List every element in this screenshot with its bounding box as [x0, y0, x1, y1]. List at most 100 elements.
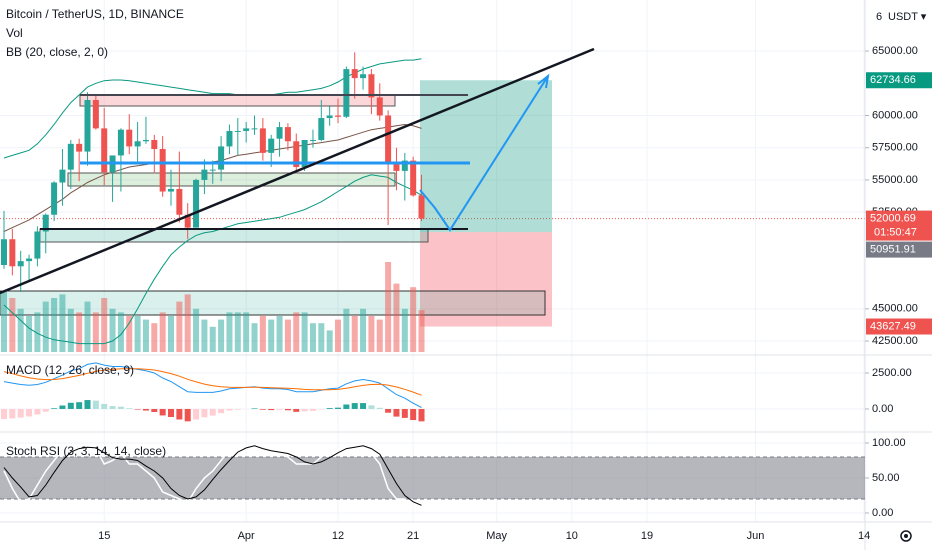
macd-histogram-bar [301, 408, 308, 412]
x-tick-label: 21 [407, 530, 419, 542]
volume-bar [26, 316, 33, 352]
volume-bar [385, 262, 392, 352]
projection-path[interactable] [419, 75, 549, 232]
macd-histogram-bar [343, 404, 350, 409]
candle-body [234, 130, 241, 132]
macd-histogram-bar [226, 408, 233, 411]
candle-body [385, 115, 392, 165]
macd-histogram-bar [84, 400, 91, 409]
drawings-top [0, 47, 595, 295]
macd-histogram-bar [193, 408, 200, 420]
candle-body [142, 139, 149, 142]
y-tick-label: 0.00 [872, 507, 893, 519]
volume-bar [251, 323, 258, 352]
macd-histogram-bar [385, 408, 392, 413]
candle-body [401, 160, 408, 171]
volume-bar [293, 312, 300, 352]
target-zone [420, 80, 552, 233]
volume-bar [76, 312, 83, 352]
volume-bar [168, 316, 175, 352]
macd-histogram-bar [418, 408, 425, 422]
candle-body [42, 214, 49, 232]
volume-bar [226, 312, 233, 352]
countdown: 01:50:47 [874, 226, 917, 238]
candle-body [326, 115, 333, 119]
indicator-label: Stoch RSI (3, 3, 14, 14, close) [6, 444, 166, 458]
x-tick-label: Apr [238, 530, 255, 542]
macd-line [3, 362, 422, 408]
candle-body [168, 188, 175, 192]
volume-bar [184, 294, 191, 352]
candle-body [218, 146, 225, 170]
candle-body [393, 164, 400, 171]
y-tick-label: 65000.00 [872, 45, 918, 57]
candle-body [209, 169, 216, 171]
candle-body [67, 143, 74, 170]
price-tag-label: 52000.69 [870, 212, 916, 224]
x-tick-label: 10 [566, 530, 578, 542]
volume-bar [34, 312, 41, 352]
volume-bar [309, 323, 316, 352]
price-tag-label: 50951.91 [870, 243, 916, 255]
zone-rect[interactable] [39, 228, 429, 243]
stoch-pane [0, 444, 865, 511]
currency[interactable]: USDT ▾ [888, 11, 927, 23]
y-tick-label: 60000.00 [872, 109, 918, 121]
indicator-label: BB (20, close, 2, 0) [6, 45, 108, 59]
price-tag-label: 62734.66 [870, 74, 916, 86]
position-tool[interactable] [420, 80, 552, 327]
volume-bar [134, 316, 141, 352]
candle-body [293, 141, 300, 168]
macd-histogram-bar [51, 408, 58, 409]
macd-histogram-bar [117, 406, 124, 409]
settings-icon[interactable] [900, 530, 912, 542]
volume-bar [276, 316, 283, 352]
candle-body [151, 139, 158, 149]
zone-rect[interactable] [67, 172, 396, 187]
candle-body [0, 239, 7, 265]
volume-bar [376, 319, 383, 352]
macd-histogram-bar [126, 408, 133, 409]
candle-body [159, 148, 166, 192]
y-tick-label: 50.00 [872, 472, 900, 484]
volume-bar [201, 319, 208, 352]
y-tick-label: 42500.00 [872, 335, 918, 347]
macd-histogram-bar [335, 407, 342, 409]
volume-bar [126, 316, 133, 352]
volume-bar [393, 283, 400, 352]
macd-histogram-bar [42, 408, 49, 412]
macd-histogram-bar [201, 408, 208, 418]
stoch-d [3, 445, 422, 506]
candle-body [268, 138, 275, 153]
macd-histogram-bar [17, 408, 24, 418]
candle-body [51, 182, 58, 215]
candle-body [335, 115, 342, 117]
trend-line[interactable] [0, 47, 595, 295]
volume-bar [259, 316, 266, 352]
stoch-band [0, 456, 865, 499]
candle-body [226, 130, 233, 147]
zone-rect[interactable] [0, 290, 546, 316]
candle-body [34, 231, 41, 259]
y-tick-label: 55000.00 [872, 174, 918, 186]
volume-bar [51, 298, 58, 352]
stop-zone [420, 232, 552, 327]
candle-body [410, 160, 417, 196]
macd-histogram-bar [159, 408, 166, 416]
macd-histogram-bar [410, 408, 417, 421]
candle-body [276, 127, 283, 139]
chart-title: Bitcoin / TetherUS, 1D, BINANCE [6, 7, 184, 21]
x-tick-label: 14 [858, 530, 870, 542]
macd-histogram-bar [109, 406, 116, 409]
volume-bar [351, 316, 358, 352]
candle-body [126, 129, 133, 147]
macd-histogram-bar [209, 408, 216, 416]
drawings [0, 94, 546, 316]
macd-histogram-bar [259, 408, 266, 410]
volume-bar [59, 294, 66, 352]
volume-bar [193, 308, 200, 352]
volume-bar [335, 319, 342, 352]
volume-bar [84, 301, 91, 352]
volume-bar [401, 308, 408, 352]
